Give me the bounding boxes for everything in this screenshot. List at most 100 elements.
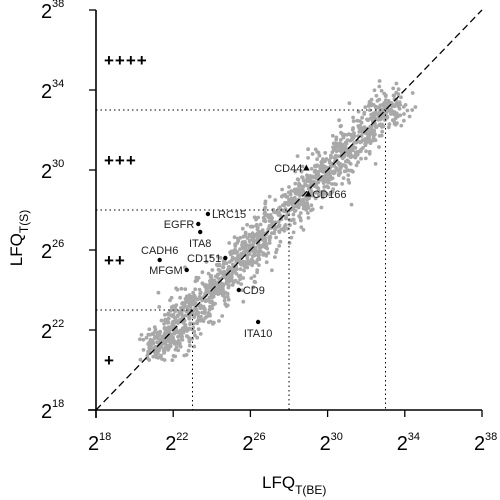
data-point [178,295,183,300]
data-point [377,134,382,138]
data-point [380,122,384,127]
x-tick-exponent: 26 [253,431,265,443]
data-point [394,81,399,86]
data-point [163,318,167,323]
data-point [377,145,381,149]
data-point [256,215,260,220]
data-point [247,233,252,238]
data-point [190,294,194,299]
category-label: ++ [104,251,126,270]
data-point [312,175,317,180]
data-point [209,278,214,282]
data-point [241,299,246,304]
data-point [186,348,191,353]
data-point [349,202,354,207]
highlight-point-label: CD151 [187,253,221,265]
data-point [377,79,382,83]
data-point [296,177,301,182]
data-point [307,196,311,201]
data-point [204,260,209,264]
data-point [343,169,348,174]
data-point [341,163,346,167]
highlight-point [205,211,211,217]
data-point [146,332,151,337]
data-point [168,298,172,303]
data-point [228,278,232,283]
data-point [253,280,258,285]
data-point [317,153,322,158]
data-point [194,308,199,312]
data-point [343,159,348,164]
data-point [392,93,397,98]
y-tick-exponent: 38 [52,0,64,10]
data-point [163,313,167,317]
data-point [236,274,241,278]
data-point [363,156,368,161]
data-point [144,335,149,340]
data-point [201,306,206,310]
data-point [257,244,262,248]
data-point [141,348,146,352]
highlight-point-label: CD44 [274,163,302,175]
data-point [299,192,303,196]
data-point [301,228,306,232]
highlight-point-triangle [305,190,312,197]
data-point [227,260,232,264]
data-point [188,322,193,326]
data-point [338,124,343,129]
data-point [206,271,211,276]
data-point [164,339,168,344]
y-axis-title: LFQT(S) [7,210,31,266]
data-point [174,320,179,325]
x-axis-title: LFQT(BE) [262,473,326,497]
data-point [157,354,162,359]
data-point [377,97,382,102]
data-point [316,170,320,174]
x-tick-label: 2 [474,433,485,455]
data-point [228,250,233,255]
highlight-point [223,255,228,261]
x-tick-label: 2 [320,433,331,455]
data-point [298,216,303,221]
data-point [319,205,324,210]
data-point [332,170,337,175]
data-point [309,208,313,213]
data-point [321,179,326,184]
data-point [289,189,294,193]
x-tick-exponent: 30 [331,431,343,443]
data-point [295,187,299,192]
y-tick-exponent: 18 [52,398,64,410]
data-point [273,255,277,259]
data-point [291,197,296,202]
data-point [152,346,157,351]
data-point [324,191,329,196]
data-point [178,317,183,322]
data-point [347,180,352,185]
data-point [371,133,376,138]
data-point [240,240,245,245]
data-point [251,285,256,290]
data-point [168,308,173,313]
data-point [268,235,273,240]
data-point [260,235,265,239]
data-point [370,130,375,135]
data-point [337,162,342,167]
data-point [222,295,227,300]
data-point [156,290,161,295]
data-point [399,123,404,128]
data-point [251,235,256,240]
data-point [192,344,197,349]
data-point [344,141,349,146]
data-point [321,195,325,200]
data-point [291,212,296,217]
data-point [274,235,278,240]
data-point [351,134,356,139]
data-point [356,160,360,165]
data-point [316,191,321,196]
data-point [178,334,183,338]
y-tick-label: 2 [41,1,52,23]
data-point [236,280,241,285]
data-point [310,152,315,156]
data-point [301,184,306,189]
